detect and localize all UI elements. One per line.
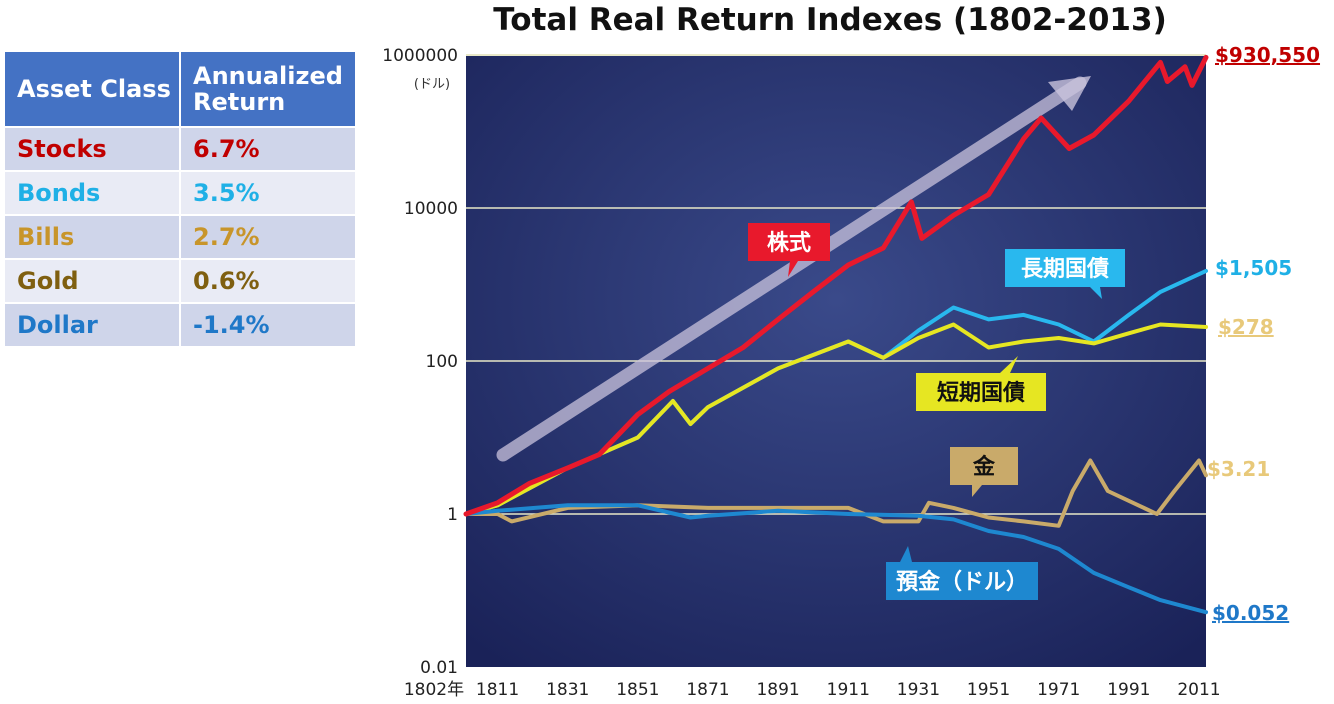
end-value-label: $930,550 — [1215, 43, 1320, 67]
x-tick-label: 1971 — [1037, 680, 1080, 700]
y-tick-label: 100 — [426, 352, 458, 372]
callout-pointer — [972, 485, 982, 497]
table-row: Stocks 6.7% — [3, 126, 357, 172]
x-tick-label: 2011 — [1177, 680, 1220, 700]
end-value-label: $278 — [1218, 315, 1274, 339]
end-value-label: $0.052 — [1212, 601, 1289, 625]
return-dollar: -1.4% — [179, 302, 357, 348]
return-bills: 2.7% — [179, 214, 357, 260]
x-tick-label: 1851 — [616, 680, 659, 700]
y-tick-label: 1000000 — [382, 46, 458, 66]
callout-box — [916, 373, 1046, 411]
series-name-label: 金 — [972, 454, 996, 480]
series-name-label: 預金（ドル） — [896, 569, 1028, 595]
x-tick-label: 1891 — [756, 680, 799, 700]
callout-box — [1005, 249, 1125, 287]
x-axis: 1802年 1811 1831 1851 1871 1891 1911 1931 1951 197… — [404, 680, 1221, 700]
callout-box — [748, 223, 830, 261]
y-tick-label: 0.01 — [420, 658, 458, 678]
series-line-4 — [464, 503, 1208, 615]
end-value-labels: $930,550 $1,505 $278 $3.21 $0.052 — [1207, 43, 1320, 625]
table-header-row: Asset Class Annualized Return — [3, 50, 357, 128]
series-line-2 — [464, 322, 1208, 516]
grid-lines — [466, 54, 1206, 515]
asset-stocks: Stocks — [3, 126, 181, 172]
table-row: Gold 0.6% — [3, 258, 357, 304]
table-row: Bonds 3.5% — [3, 170, 357, 216]
callout-pointer — [1000, 356, 1018, 373]
x-tick-label: 1991 — [1107, 680, 1150, 700]
x-tick-label: 1911 — [827, 680, 870, 700]
header-asset-class: Asset Class — [3, 50, 181, 128]
x-tick-label: 1931 — [897, 680, 940, 700]
x-tick-label: 1802年 — [404, 680, 464, 700]
asset-gold: Gold — [3, 258, 181, 304]
callout-box — [886, 562, 1038, 600]
chart-title: Total Real Return Indexes (1802-2013) — [493, 2, 1167, 38]
table-row: Bills 2.7% — [3, 214, 357, 260]
x-tick-label: 1831 — [546, 680, 589, 700]
x-tick-label: 1811 — [476, 680, 519, 700]
returns-table: Asset Class Annualized Return Stocks 6.7… — [3, 50, 357, 348]
table-row: Dollar -1.4% — [3, 302, 357, 348]
series-name-label: 長期国債 — [1021, 257, 1109, 282]
series-name-label: 短期国債 — [937, 381, 1025, 406]
asset-bonds: Bonds — [3, 170, 181, 216]
x-tick-label: 1951 — [967, 680, 1010, 700]
end-value-label: $1,505 — [1215, 256, 1292, 280]
y-tick-label: 1 — [447, 505, 458, 525]
return-gold: 0.6% — [179, 258, 357, 304]
y-axis: 0.01 1 100 10000 1000000 — [382, 46, 458, 678]
asset-bills: Bills — [3, 214, 181, 260]
callout-pointer — [788, 261, 798, 277]
callout-box — [950, 447, 1018, 485]
callout-pointer — [900, 546, 912, 562]
series-name-label: 株式 — [767, 231, 811, 256]
return-stocks: 6.7% — [179, 126, 357, 172]
return-bonds: 3.5% — [179, 170, 357, 216]
callout-pointer — [1090, 287, 1102, 299]
y-tick-label: 10000 — [404, 199, 458, 219]
asset-dollar: Dollar — [3, 302, 181, 348]
end-value-label: $3.21 — [1207, 457, 1270, 481]
trend-arrow-head — [1048, 76, 1091, 111]
x-tick-label: 1871 — [686, 680, 729, 700]
y-unit-label: (ドル) — [414, 77, 450, 92]
series-lines — [463, 54, 1209, 615]
series-line-0 — [463, 54, 1209, 517]
header-annualized-return: Annualized Return — [179, 50, 357, 128]
